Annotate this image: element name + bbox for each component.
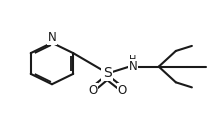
Text: H: H <box>129 55 137 65</box>
Text: N: N <box>129 60 138 73</box>
Text: O: O <box>88 84 97 97</box>
Text: O: O <box>118 84 127 97</box>
Text: S: S <box>103 66 111 80</box>
Text: N: N <box>48 31 56 44</box>
